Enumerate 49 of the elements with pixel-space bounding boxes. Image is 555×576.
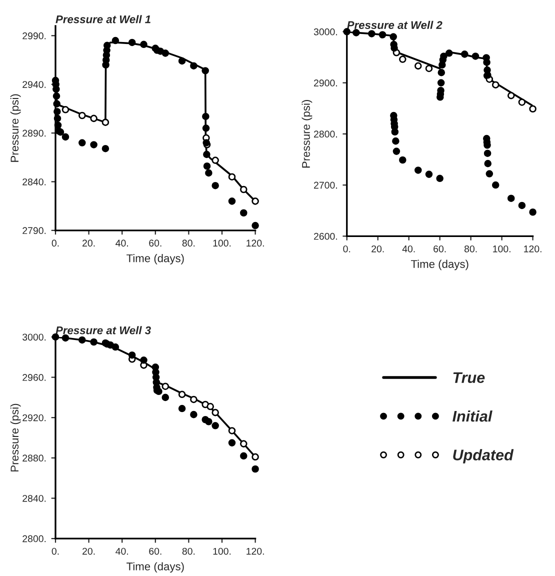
y-tick-label: 2840.: [22, 178, 46, 186]
x-tick-label: 100.: [213, 548, 231, 555]
y-tick-label: 2880.: [22, 454, 46, 462]
y-tick-label: 2890.: [22, 130, 46, 137]
x-tick-label: 40.: [116, 240, 128, 247]
x-tick-label: 40.: [116, 548, 128, 555]
y-tick-label: 2960.: [22, 374, 46, 381]
x-axis-title: Time (days): [126, 562, 184, 573]
x-tick-label: 20.: [82, 548, 95, 555]
legend-label: True: [453, 372, 485, 384]
x-tick-label: 60.: [149, 548, 162, 555]
x-tick-label: 120.: [246, 240, 264, 247]
chart-title: Pressure at Well 2: [347, 20, 442, 30]
x-tick-label: 80.: [182, 548, 195, 555]
y-tick-label: 3000.: [314, 28, 337, 36]
y-axis-title: Pressure (psi): [10, 404, 21, 472]
y-tick-label: 2800.: [22, 535, 46, 542]
chart-title: Pressure at Well 1: [56, 15, 150, 24]
chart-title: Pressure at Well 3: [56, 326, 151, 334]
x-tick-label: 120.: [246, 548, 264, 555]
x-tick-label: 0.: [52, 240, 59, 247]
y-tick-label: 2900.: [314, 80, 337, 86]
x-tick-label: 100.: [493, 245, 510, 252]
x-tick-label: 0.: [52, 548, 59, 555]
x-tick-label: 80.: [464, 245, 477, 252]
y-tick-label: 2790.: [22, 227, 46, 234]
y-tick-label: 2940.: [22, 81, 46, 88]
legend-label: Initial: [452, 410, 492, 422]
x-axis-title: Time (days): [410, 260, 468, 270]
x-tick-label: 60.: [149, 240, 162, 247]
y-axis-title: Pressure (psi): [10, 94, 21, 162]
y-tick-label: 2990.: [22, 32, 46, 40]
x-tick-label: 60.: [434, 245, 446, 252]
y-tick-label: 2840.: [22, 494, 46, 502]
y-tick-label: 2800.: [314, 130, 337, 138]
x-tick-label: 20.: [372, 245, 384, 252]
y-tick-label: 2700.: [314, 182, 337, 189]
y-tick-label: 2920.: [22, 414, 46, 422]
x-tick-label: 100.: [213, 240, 231, 247]
y-tick-label: 3000.: [22, 334, 46, 341]
x-tick-label: 20.: [82, 240, 95, 247]
y-axis-title: Pressure (psi): [302, 100, 312, 168]
x-axis-title: Time (days): [126, 254, 184, 264]
x-tick-label: 0.: [343, 245, 350, 252]
y-tick-label: 2600.: [314, 232, 337, 240]
legend-label: Updated: [453, 449, 514, 464]
x-tick-label: 120.: [524, 245, 542, 252]
x-tick-label: 40.: [402, 245, 415, 252]
x-tick-label: 80.: [182, 240, 195, 247]
